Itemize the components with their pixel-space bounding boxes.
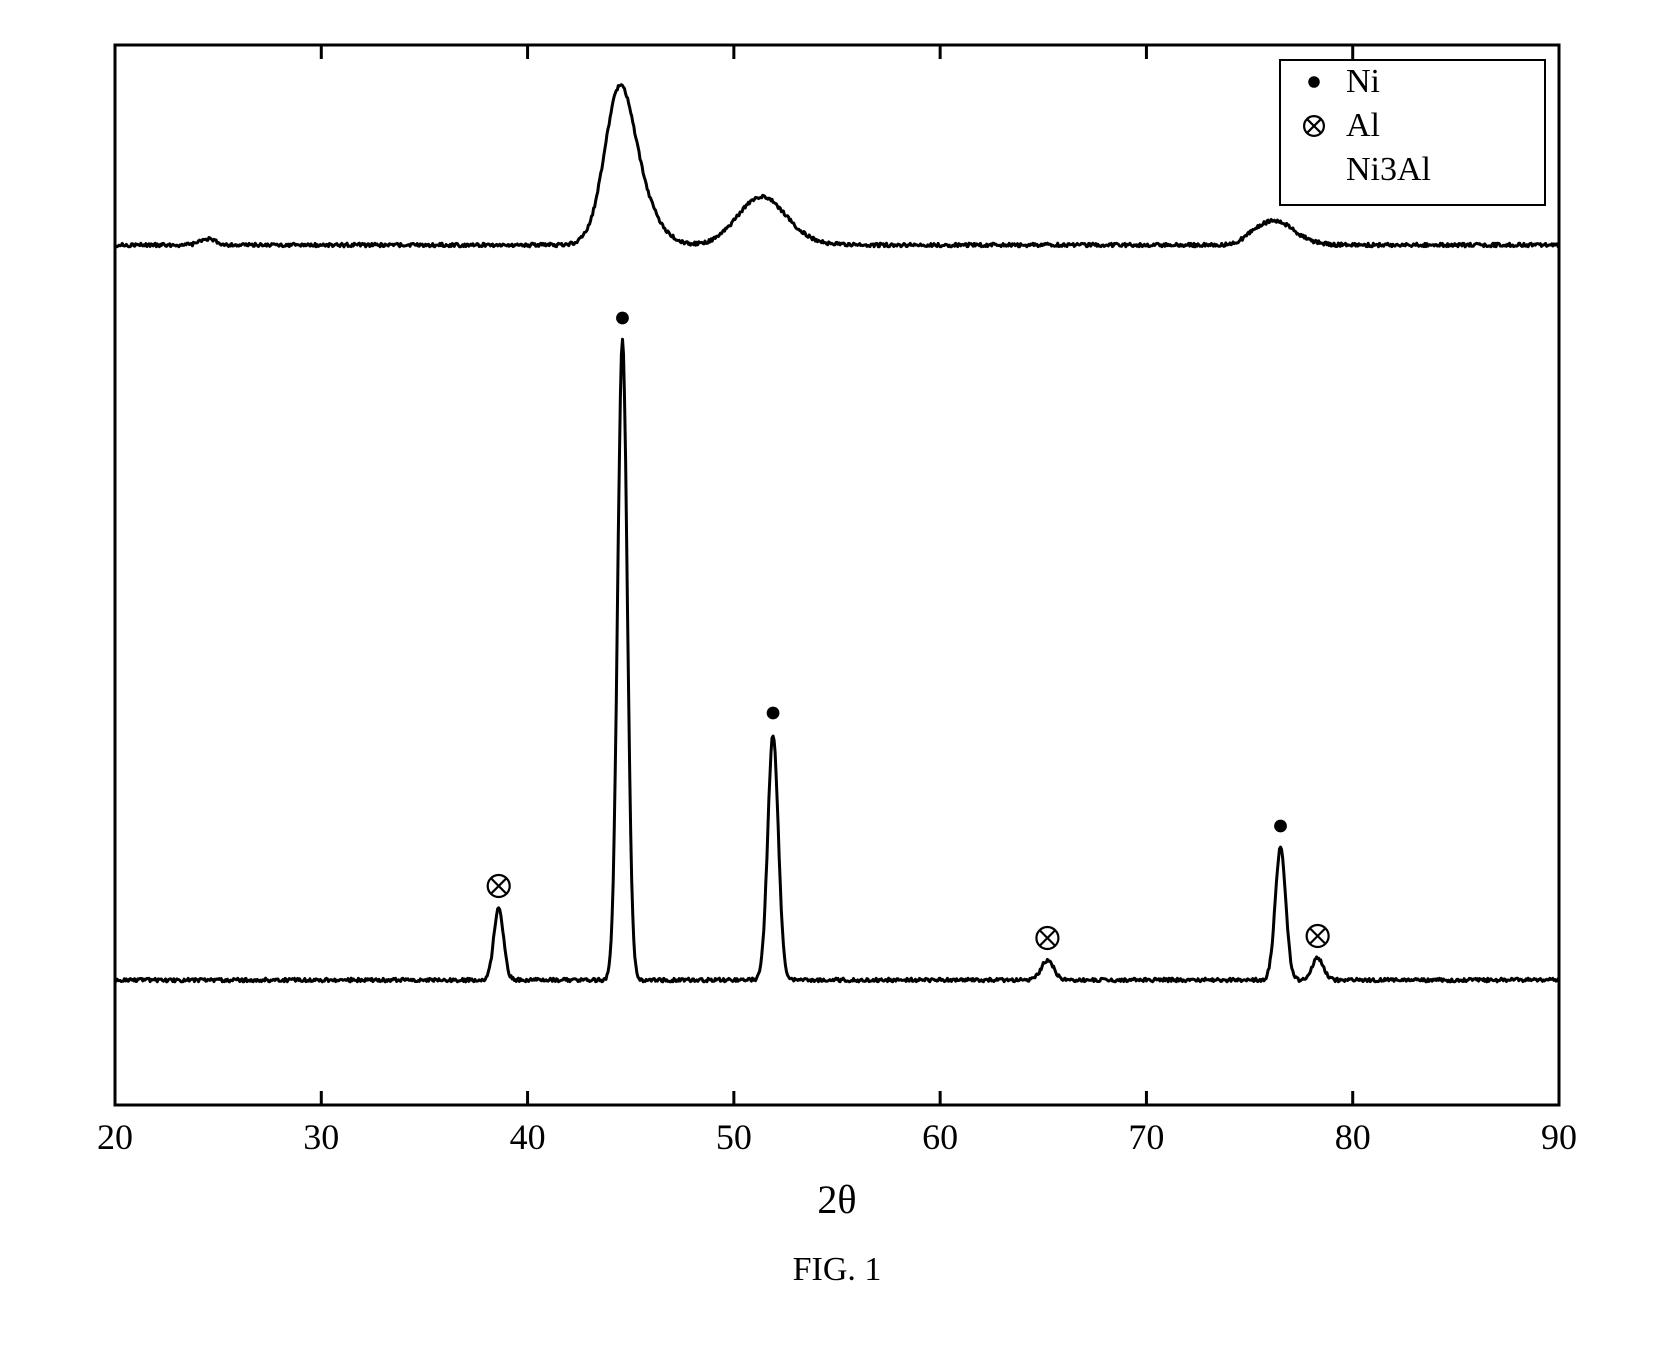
- x-tick-label: 90: [1541, 1117, 1577, 1157]
- x-axis-label: 2θ: [817, 1177, 856, 1222]
- x-tick-label: 60: [922, 1117, 958, 1157]
- peak-marker: [1036, 927, 1058, 949]
- x-tick-label: 80: [1335, 1117, 1371, 1157]
- legend-item-label: Ni3Al: [1346, 151, 1431, 188]
- x-tick-label: 30: [303, 1117, 339, 1157]
- legend-item-label: Ni: [1346, 63, 1380, 100]
- peak-marker: [1274, 820, 1287, 833]
- legend: Ni Al Ni3Al: [1280, 60, 1545, 205]
- figure-caption: FIG. 1: [793, 1251, 882, 1288]
- spectra: [115, 85, 1559, 982]
- x-tick-label: 50: [716, 1117, 752, 1157]
- x-tick-label: 70: [1128, 1117, 1164, 1157]
- peak-marker: [1307, 925, 1329, 947]
- peak-marker: [616, 312, 629, 325]
- spectrum-lower: [115, 339, 1559, 982]
- x-axis-ticks: 20 30 40 50 60 70 80 90: [97, 45, 1577, 1157]
- x-tick-label: 40: [510, 1117, 546, 1157]
- xrd-chart: 20 30 40 50 60 70 80 90 2θ Ni Al Ni3Al FIG. 1: [0, 0, 1664, 1352]
- legend-item-label: Al: [1346, 107, 1380, 144]
- spectrum-upper: [115, 85, 1559, 247]
- peak-marker: [488, 875, 510, 897]
- x-tick-label: 20: [97, 1117, 133, 1157]
- peak-marker: [767, 707, 780, 720]
